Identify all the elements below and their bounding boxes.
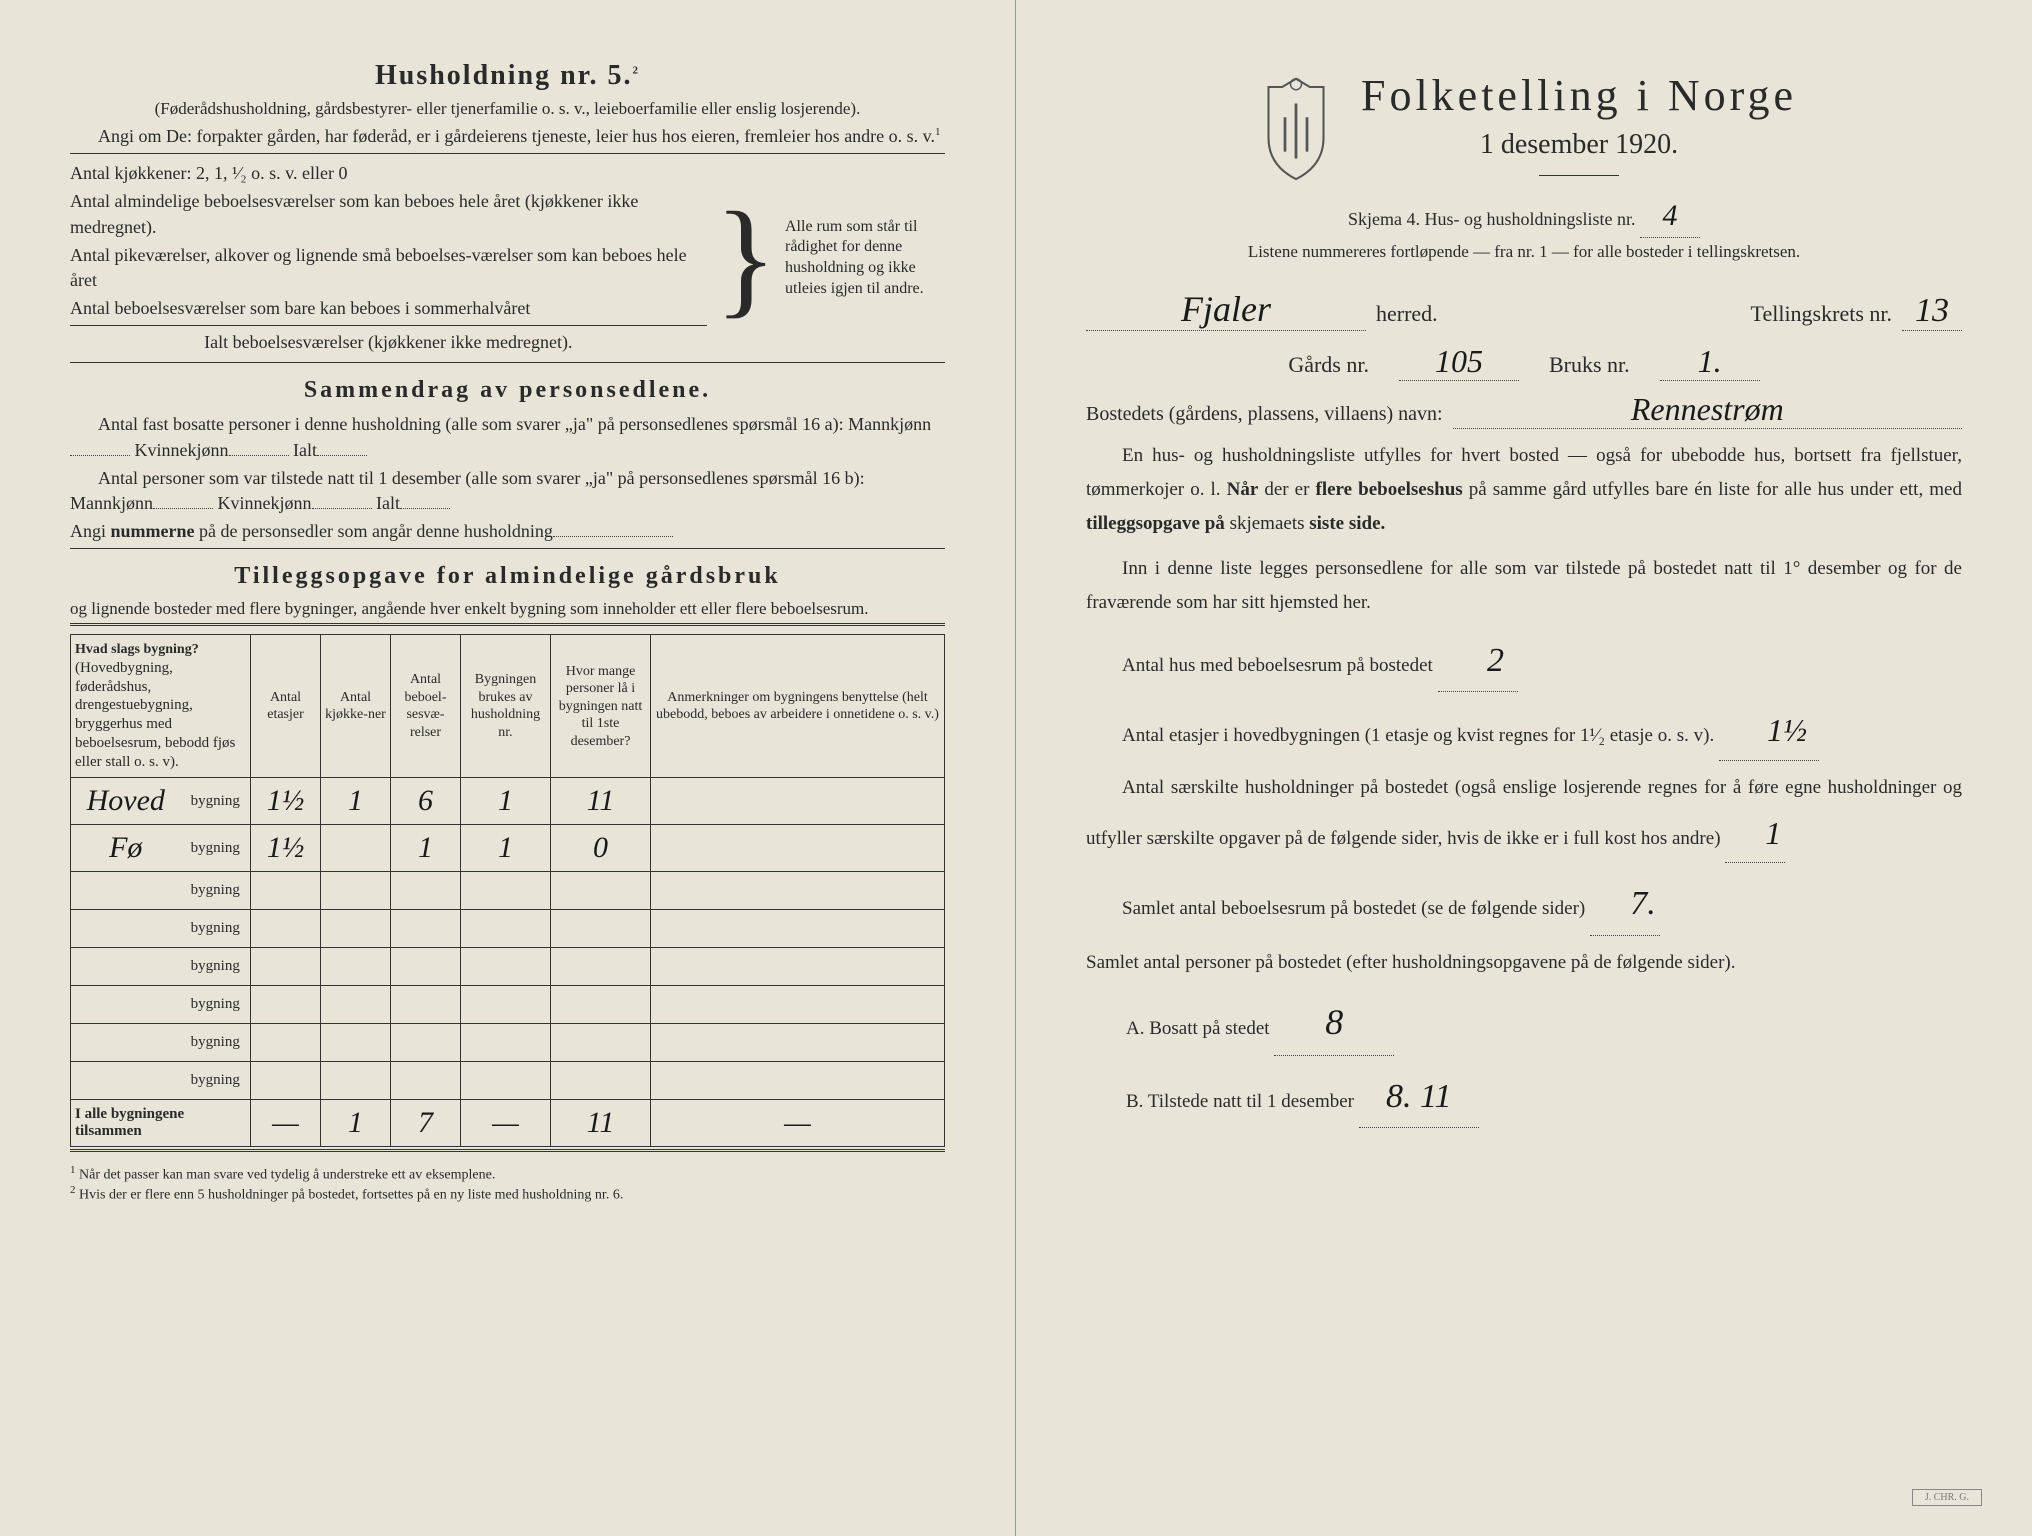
angi-line: Angi om De: forpakter gården, har føderå… <box>70 124 945 149</box>
census-date: 1 desember 1920. <box>1361 129 1797 161</box>
ialt-line: Ialt beboelsesværelser (kjøkkener ikke m… <box>70 330 707 355</box>
col-husholdning: Bygningen brukes av husholdning nr. <box>461 635 551 778</box>
sammendrag-2: Antal personer som var tilstede natt til… <box>70 466 945 516</box>
listene-note: Listene nummereres fortløpende — fra nr.… <box>1086 241 1962 264</box>
building-table: Hvad slags bygning?(Hovedbygning, føderå… <box>70 634 945 1147</box>
table-total-row: I alle bygningene tilsammen — 1 7 — 11 — <box>71 1100 945 1147</box>
table-row: bygning <box>71 986 945 1024</box>
table-row: bygning <box>71 872 945 910</box>
antal-kjokkener: Antal kjøkkener: 2, 1, ¹⁄₂ o. s. v. elle… <box>70 161 707 186</box>
husholdning-title: Husholdning nr. 5.2 <box>70 60 945 92</box>
gards-row: Gårds nr. 105 Bruks nr. 1. <box>1086 343 1962 381</box>
col-anmerkninger: Anmerkninger om bygningens benyttelse (h… <box>651 635 945 778</box>
antal-sommer: Antal beboelsesværelser som bare kan beb… <box>70 296 707 321</box>
table-row: bygning <box>71 948 945 986</box>
bracket-text: Alle rum som står til rådighet for denne… <box>785 217 945 300</box>
b-line: B. Tilstede natt til 1 desember 8. 11 <box>1126 1066 1962 1128</box>
sammendrag-1: Antal fast bosatte personer i denne hush… <box>70 412 945 462</box>
tillegg-title: Tilleggsopgave for almindelige gårdsbruk <box>70 563 945 590</box>
col-personer: Hvor mange personer lå i bygningen natt … <box>551 635 651 778</box>
left-page: Husholdning nr. 5.2 (Føderådshusholdning… <box>0 0 1016 1536</box>
col-kjokkener: Antal kjøkke-ner <box>321 635 391 778</box>
table-row: bygning <box>71 910 945 948</box>
para-2: Inn i denne liste legges personsedlene f… <box>1086 552 1962 620</box>
footnotes: 1 Når det passer kan man svare ved tydel… <box>70 1164 945 1203</box>
antal-etasjer-line: Antal etasjer i hovedbygningen (1 etasje… <box>1086 702 1962 761</box>
husholdning-subtitle: (Føderådshusholdning, gårdsbestyrer- ell… <box>70 98 945 121</box>
table-row: Hoved bygning 1½ 1 6 1 11 <box>71 778 945 825</box>
samlet-pers-line: Samlet antal personer på bostedet (efter… <box>1086 946 1962 980</box>
sammendrag-title: Sammendrag av personsedlene. <box>70 377 945 404</box>
col-beboelse: Antal beboel-sesvæ-relser <box>391 635 461 778</box>
bosted-row: Bostedets (gårdens, plassens, villaens) … <box>1086 391 1962 429</box>
printer-stamp: J. CHR. G. <box>1912 1489 1982 1506</box>
table-row: Fø bygning 1½ 1 1 0 <box>71 825 945 872</box>
skjema-line: Skjema 4. Hus- og husholdningsliste nr. … <box>1086 195 1962 238</box>
col-etasjer: Antal etasjer <box>251 635 321 778</box>
table-row: bygning <box>71 1062 945 1100</box>
brace-icon: } <box>707 200 785 317</box>
para-1: En hus- og husholdningsliste utfylles fo… <box>1086 439 1962 542</box>
antal-pikevaerelser: Antal pikeværelser, alkover og lignende … <box>70 243 707 293</box>
antal-hus-line: Antal hus med beboelsesrum på bostedet 2 <box>1086 630 1962 692</box>
antal-almindelige: Antal almindelige beboelsesværelser som … <box>70 189 707 239</box>
table-header-row: Hvad slags bygning?(Hovedbygning, føderå… <box>71 635 945 778</box>
tillegg-sub: og lignende bosteder med flere bygninger… <box>70 598 945 621</box>
right-page: Folketelling i Norge 1 desember 1920. Sk… <box>1016 0 2032 1536</box>
herred-row: Fjaler herred. Tellingskrets nr. 13 <box>1086 288 1962 331</box>
norway-crest-icon <box>1251 76 1341 186</box>
antal-saerskilte-line: Antal særskilte husholdninger på bostede… <box>1086 771 1962 864</box>
a-line: A. Bosatt på stedet 8 <box>1126 990 1962 1056</box>
room-counts-block: Antal kjøkkener: 2, 1, ¹⁄₂ o. s. v. elle… <box>70 158 945 358</box>
angi-nummerne: Angi nummerne på de personsedler som ang… <box>70 519 945 544</box>
table-row: bygning <box>71 1024 945 1062</box>
samlet-bebo-line: Samlet antal beboelsesrum på bostedet (s… <box>1086 873 1962 935</box>
main-title: Folketelling i Norge <box>1361 70 1797 121</box>
